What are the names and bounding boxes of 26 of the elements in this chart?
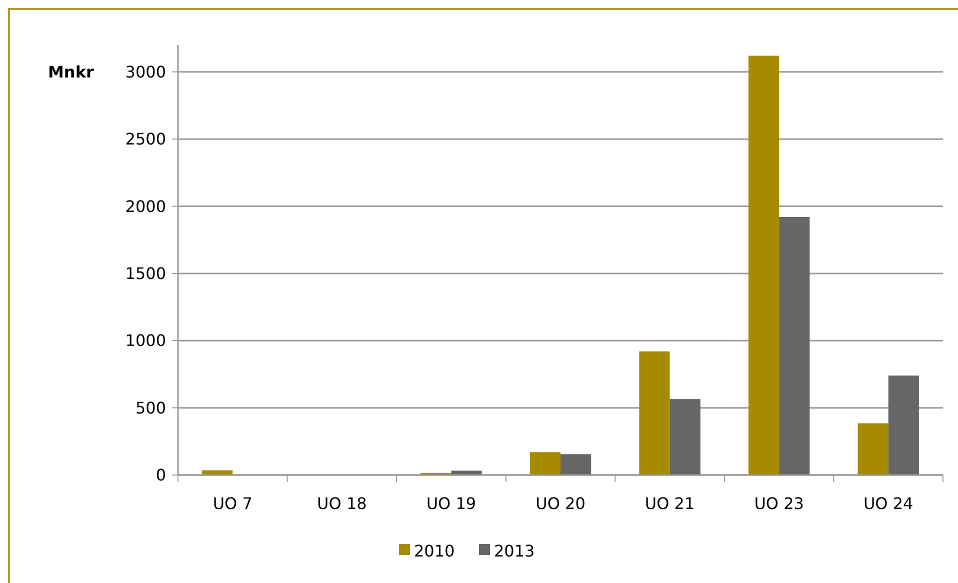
bar [858,423,888,475]
y-tick-label: 0 [156,466,166,485]
y-tick-label: 3000 [125,62,166,82]
bar [639,351,670,475]
y-tick-label: 1500 [125,264,166,284]
x-tick-label: UO 7 [212,494,252,513]
bar [560,454,592,475]
bar [748,56,780,475]
legend-label: 2013 [494,542,535,561]
legend-label: 2010 [414,542,455,561]
x-tick-label: UO 21 [644,494,695,513]
y-tick-label: 2500 [125,130,166,149]
bar [779,217,810,475]
x-tick-label: UO 18 [317,494,367,513]
bar [888,376,919,475]
x-tick-label: UO 19 [426,494,476,513]
x-tick-label: UO 23 [754,494,804,513]
y-tick-label: 2000 [125,196,166,216]
y-tick-label: 1000 [125,331,166,350]
y-tick-label: 500 [135,398,166,418]
bar [451,470,482,475]
y-axis-title: Mnkr [48,62,94,82]
bar [530,452,560,475]
x-tick-label: UO 20 [536,494,586,513]
bar [670,399,700,475]
x-tick-label: UO 24 [863,494,914,513]
